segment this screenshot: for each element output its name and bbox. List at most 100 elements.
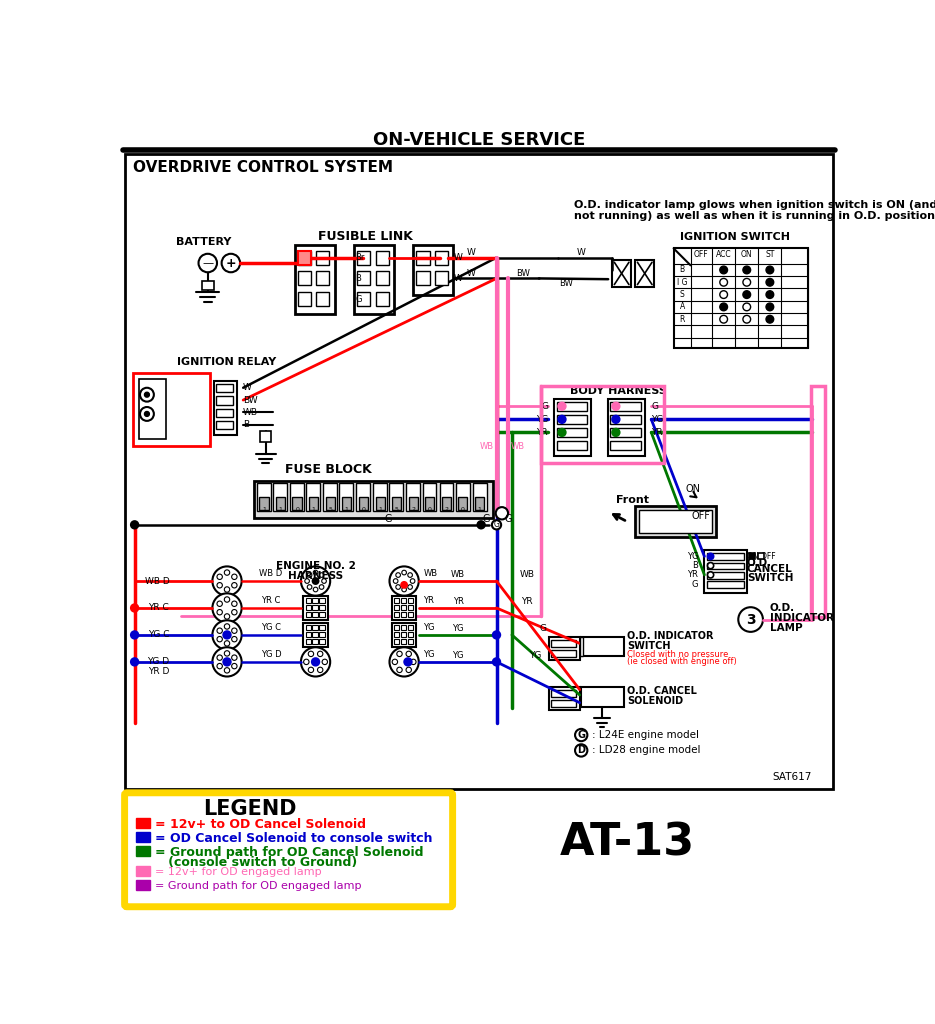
Text: YG: YG <box>453 625 464 633</box>
Bar <box>582 687 624 707</box>
Text: LEGEND: LEGEND <box>204 799 297 819</box>
Bar <box>552 689 576 697</box>
Circle shape <box>311 658 320 666</box>
Circle shape <box>308 585 312 590</box>
Text: YR: YR <box>453 597 464 606</box>
Circle shape <box>575 729 587 741</box>
Bar <box>442 497 451 510</box>
Circle shape <box>140 388 154 401</box>
Text: G: G <box>577 730 585 740</box>
Bar <box>554 398 591 457</box>
Bar <box>611 401 641 411</box>
Bar <box>475 497 484 510</box>
Bar <box>408 598 413 603</box>
Text: YR: YR <box>522 597 533 606</box>
Bar <box>316 271 329 286</box>
Circle shape <box>612 402 620 410</box>
Text: (console switch to Ground): (console switch to Ground) <box>154 856 357 868</box>
Text: ON OFF: ON OFF <box>747 552 775 561</box>
Circle shape <box>217 664 223 669</box>
Text: OVERDRIVE CONTROL SYSTEM: OVERDRIVE CONTROL SYSTEM <box>133 160 393 175</box>
Bar <box>216 384 233 392</box>
Circle shape <box>223 658 231 666</box>
Circle shape <box>313 570 318 574</box>
Text: = OD Cancel Solenoid to console switch: = OD Cancel Solenoid to console switch <box>154 831 432 845</box>
Circle shape <box>309 668 313 673</box>
Circle shape <box>720 303 727 310</box>
Circle shape <box>766 303 774 310</box>
Text: YG D: YG D <box>261 649 281 658</box>
Circle shape <box>739 607 763 632</box>
Bar <box>704 550 747 593</box>
Bar <box>608 398 645 457</box>
Circle shape <box>217 655 223 660</box>
Text: FUSIBLE LINK: FUSIBLE LINK <box>318 230 413 244</box>
Circle shape <box>145 392 150 397</box>
Bar <box>635 506 716 538</box>
Text: 1: 1 <box>478 507 482 512</box>
Bar <box>320 625 324 631</box>
Circle shape <box>304 659 309 665</box>
Circle shape <box>408 572 412 578</box>
Bar <box>639 510 712 534</box>
Text: SOLENOID: SOLENOID <box>627 696 683 707</box>
Bar <box>312 632 318 637</box>
Circle shape <box>313 587 318 592</box>
Circle shape <box>223 631 231 639</box>
Text: ON-VEHICLE SERVICE: ON-VEHICLE SERVICE <box>373 131 585 148</box>
Bar <box>254 481 493 518</box>
Bar <box>260 431 271 441</box>
Text: 2: 2 <box>411 507 415 512</box>
Circle shape <box>224 587 230 592</box>
Bar <box>316 251 329 264</box>
Circle shape <box>743 303 751 310</box>
Bar <box>549 637 580 660</box>
Bar <box>395 632 399 637</box>
Text: YR C: YR C <box>261 596 280 605</box>
Text: = 12v+ to OD Cancel Solenoid: = 12v+ to OD Cancel Solenoid <box>154 818 366 830</box>
Text: = 12v+ for OD engaged lamp: = 12v+ for OD engaged lamp <box>154 867 322 878</box>
Bar <box>408 605 413 610</box>
Bar <box>409 497 418 510</box>
Circle shape <box>493 658 500 666</box>
Circle shape <box>308 572 312 578</box>
Bar <box>707 553 743 560</box>
Bar <box>354 245 395 313</box>
Circle shape <box>224 668 230 673</box>
Circle shape <box>322 579 326 584</box>
Bar <box>298 251 311 264</box>
Bar <box>611 415 641 424</box>
Circle shape <box>131 604 138 611</box>
Text: Br: Br <box>355 253 365 262</box>
Text: YR: YR <box>537 428 548 437</box>
Bar <box>342 497 351 510</box>
Text: ENGINE NO. 2: ENGINE NO. 2 <box>276 560 355 570</box>
Circle shape <box>312 578 319 584</box>
Circle shape <box>404 658 411 666</box>
Bar <box>216 409 233 417</box>
Circle shape <box>232 628 237 634</box>
Circle shape <box>402 587 407 592</box>
Bar <box>673 249 809 348</box>
Bar <box>395 605 399 610</box>
Circle shape <box>558 416 566 423</box>
Text: YG D: YG D <box>147 657 169 667</box>
Bar <box>306 598 311 603</box>
Bar <box>401 605 407 610</box>
Circle shape <box>766 291 774 298</box>
Text: B: B <box>680 265 684 274</box>
Text: BW: BW <box>516 268 530 278</box>
Text: O.D.: O.D. <box>770 603 795 613</box>
Bar <box>635 260 654 287</box>
Bar <box>401 598 407 603</box>
Text: YR: YR <box>424 596 434 605</box>
Circle shape <box>766 266 774 273</box>
Text: D: D <box>577 745 585 756</box>
Bar <box>306 639 311 644</box>
Text: O.D. CANCEL: O.D. CANCEL <box>627 686 698 696</box>
Bar <box>137 866 150 876</box>
Bar <box>290 483 304 511</box>
Bar <box>408 639 413 644</box>
Bar <box>259 497 268 510</box>
Circle shape <box>131 658 138 666</box>
